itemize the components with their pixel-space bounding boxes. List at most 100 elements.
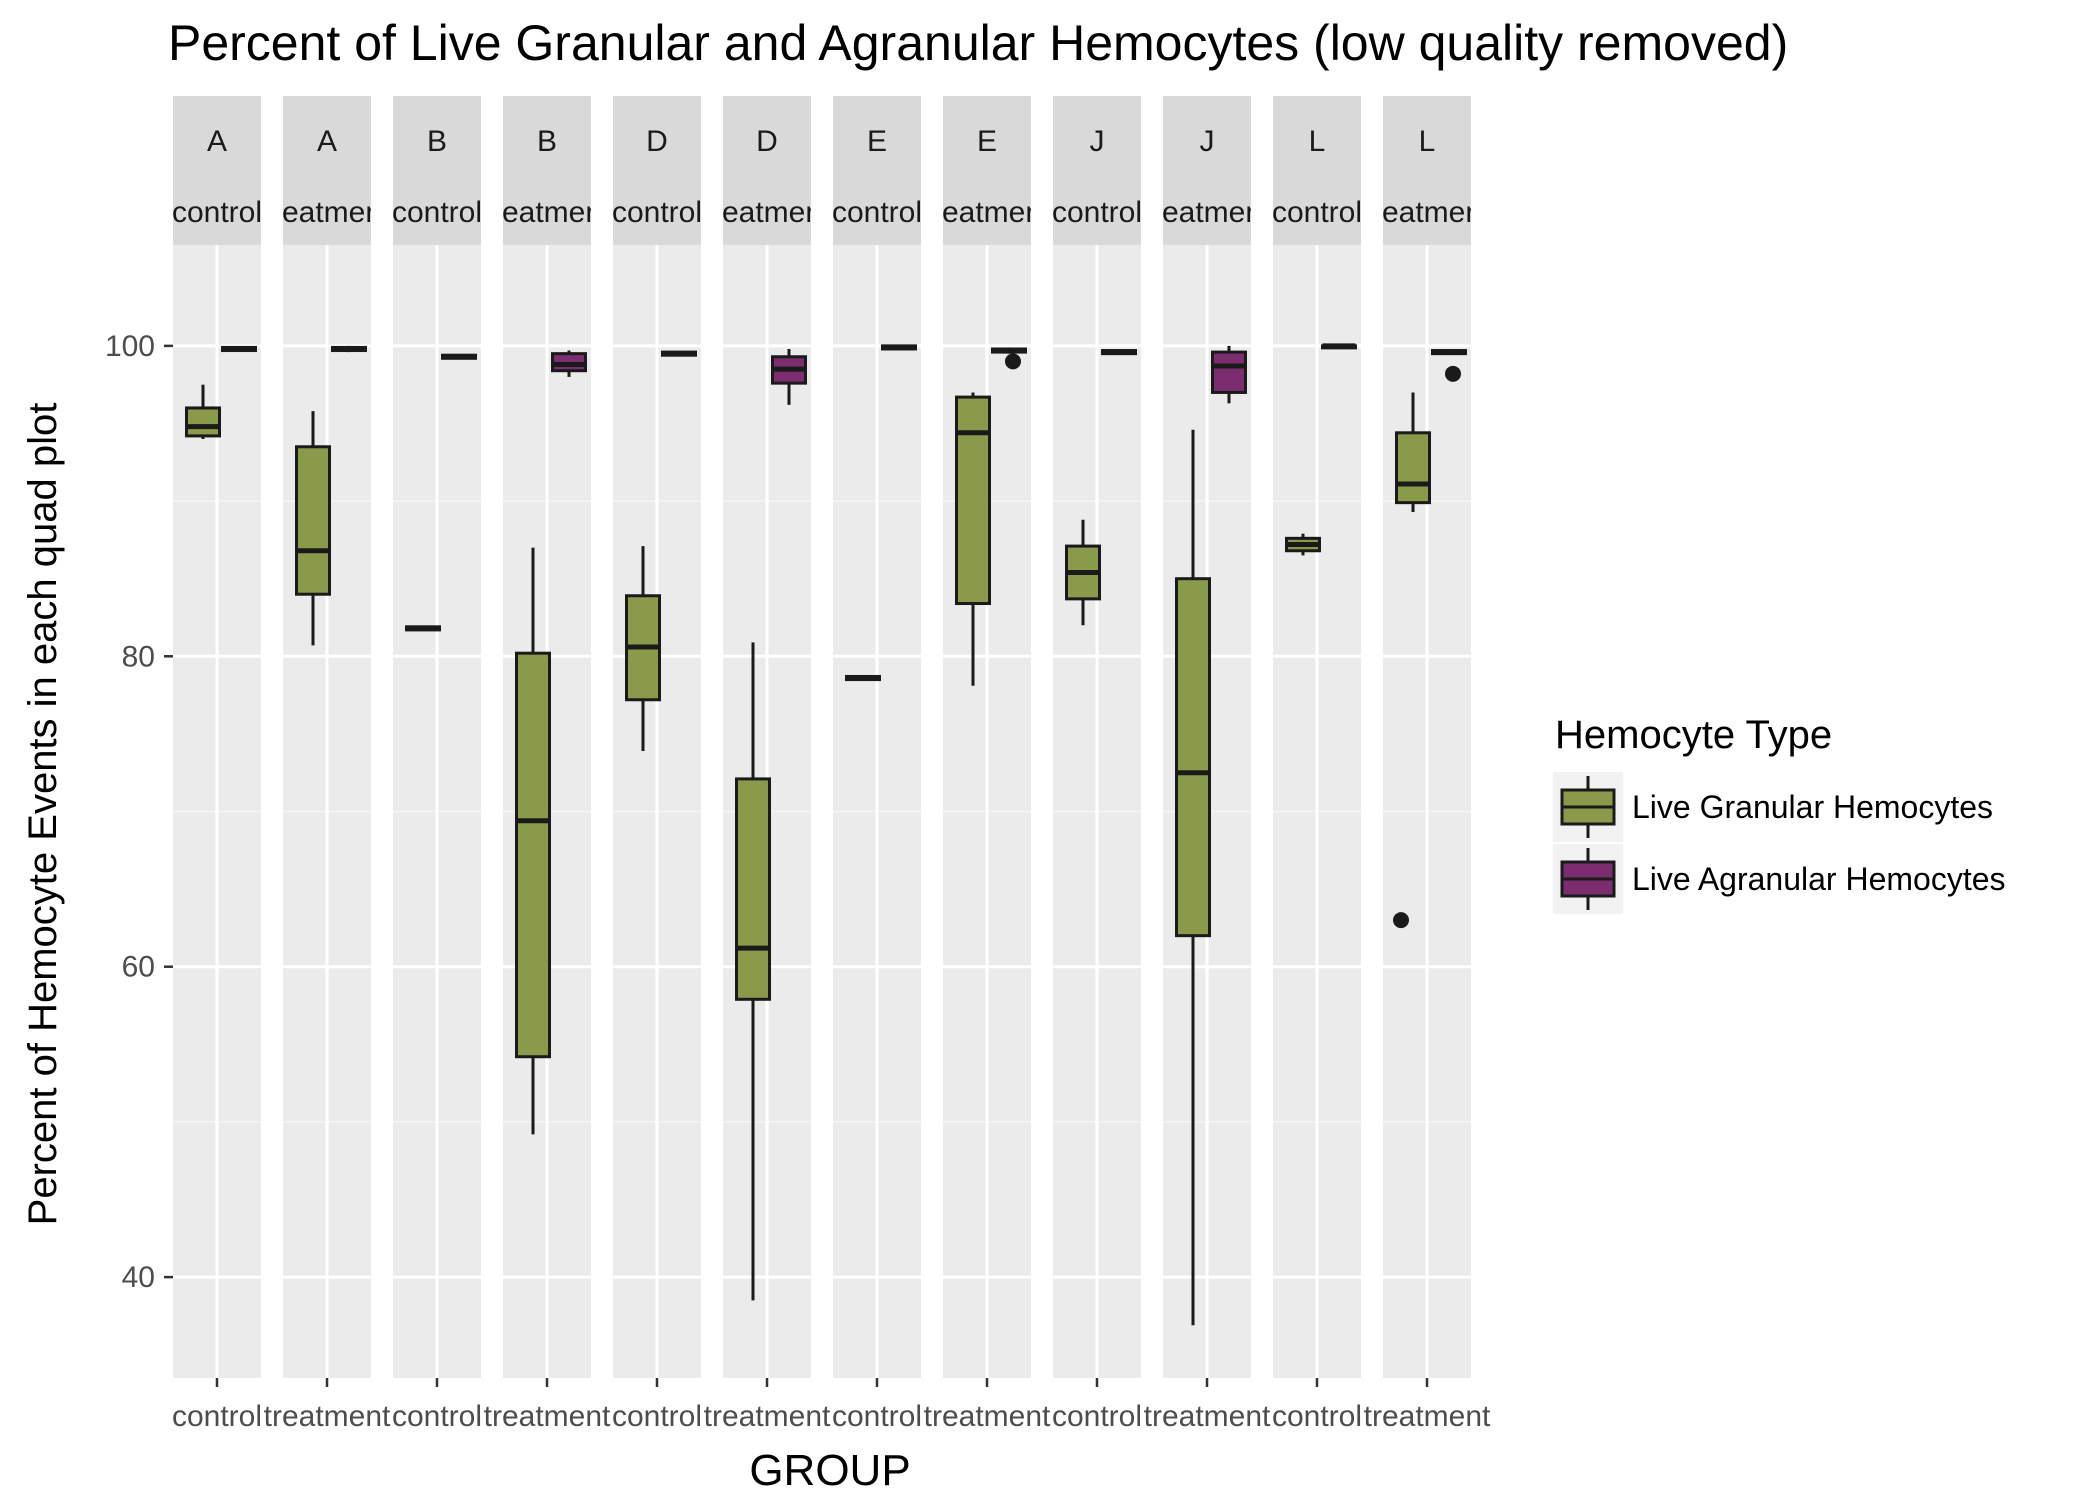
facet-strip: [1163, 96, 1251, 245]
facet-strip: [393, 96, 481, 245]
legend-item: Live Granular Hemocytes: [1553, 772, 1993, 842]
outlier-point: [1005, 353, 1021, 370]
x-tick-label: control: [832, 1400, 922, 1433]
strip-label-top: L: [1419, 125, 1436, 158]
granular-box: [955, 392, 991, 686]
box: [1395, 431, 1431, 505]
granular-box: [1285, 533, 1321, 556]
facet-strip: [173, 96, 261, 245]
y-axis-label: Percent of Hemocyte Events in each quad …: [21, 403, 65, 1226]
strip-label-bottom: treatment: [1144, 196, 1271, 229]
strip-label-bottom: control: [1052, 196, 1142, 229]
strip-label-top: J: [1200, 125, 1215, 158]
x-tick-label: treatment: [1364, 1400, 1491, 1433]
facet-strip: [943, 96, 1031, 245]
strip-label-bottom: treatment: [264, 196, 391, 229]
outlier-point: [1445, 365, 1461, 382]
box: [295, 445, 331, 596]
granular-box: [515, 547, 551, 1135]
agranular-box: [881, 344, 917, 351]
agranular-box: [1101, 349, 1137, 356]
strip-label-bottom: treatment: [704, 196, 831, 229]
strip-label-top: L: [1309, 125, 1326, 158]
agranular-box: [771, 348, 807, 405]
strip-label-top: J: [1090, 125, 1105, 158]
agranular-box: [441, 353, 477, 360]
legend-label: Live Agranular Hemocytes: [1632, 861, 2006, 897]
strip-label-bottom: treatment: [1364, 196, 1491, 229]
agranular-box: [1211, 345, 1247, 404]
strip-label-top: B: [427, 125, 447, 158]
facet-panels: AcontrolcontrolAtreatmenttreatmentBcontr…: [172, 96, 1491, 1433]
facet-strip: [833, 96, 921, 245]
strip-label-bottom: treatment: [484, 196, 611, 229]
strip-label-bottom: control: [612, 196, 702, 229]
strip-label-bottom: control: [832, 196, 922, 229]
agranular-box: [551, 350, 587, 377]
box: [1175, 577, 1211, 938]
agranular-box: [1321, 343, 1357, 350]
x-axis-label: GROUP: [749, 1446, 910, 1495]
granular-box: [1393, 392, 1431, 929]
strip-label-top: E: [977, 125, 997, 158]
strip-label-top: D: [756, 125, 778, 158]
x-tick-label: treatment: [704, 1400, 831, 1433]
agranular-box: [991, 347, 1027, 370]
strip-label-top: B: [537, 125, 557, 158]
box: [185, 406, 221, 438]
x-tick-label: treatment: [924, 1400, 1051, 1433]
box: [515, 651, 551, 1059]
legend-label: Live Granular Hemocytes: [1632, 789, 1993, 825]
strip-label-bottom: control: [392, 196, 482, 229]
strip-label-top: D: [646, 125, 668, 158]
strip-label-top: A: [317, 125, 337, 158]
facet-strip: [283, 96, 371, 245]
y-tick-label: 80: [122, 640, 155, 673]
strip-label-top: A: [207, 125, 227, 158]
granular-box: [405, 625, 441, 632]
x-tick-label: treatment: [1144, 1400, 1271, 1433]
granular-box: [845, 674, 881, 682]
legend: Hemocyte Type Live Granular Hemocytes Liv…: [1553, 713, 2006, 914]
strip-label-bottom: control: [172, 196, 262, 229]
facet-strip: [1053, 96, 1141, 245]
strip-label-bottom: treatment: [924, 196, 1051, 229]
agranular-box: [1431, 348, 1467, 382]
y-tick-label: 40: [122, 1261, 155, 1294]
y-tick-label: 100: [105, 330, 155, 363]
agranular-box: [661, 350, 697, 357]
strip-label-top: E: [867, 125, 887, 158]
x-tick-label: control: [172, 1400, 262, 1433]
box: [735, 777, 771, 1001]
granular-box: [1065, 519, 1101, 626]
granular-box: [1175, 429, 1211, 1326]
facet-strip: [1273, 96, 1361, 245]
strip-label-bottom: control: [1272, 196, 1362, 229]
x-tick-label: treatment: [484, 1400, 611, 1433]
facet-strip: [723, 96, 811, 245]
facet-strip: [1383, 96, 1471, 245]
x-tick-label: control: [1272, 1400, 1362, 1433]
outlier-point: [1393, 912, 1409, 929]
agranular-box: [331, 345, 367, 353]
x-tick-label: control: [1052, 1400, 1142, 1433]
facet-strip: [503, 96, 591, 245]
x-tick-label: treatment: [264, 1400, 391, 1433]
agranular-box: [221, 345, 257, 353]
chart-title: Percent of Live Granular and Agranular H…: [168, 15, 1788, 71]
box: [955, 395, 991, 606]
box: [1211, 350, 1247, 394]
legend-item: Live Agranular Hemocytes: [1553, 844, 2006, 914]
legend-title: Hemocyte Type: [1555, 713, 1832, 757]
facet-strip: [613, 96, 701, 245]
